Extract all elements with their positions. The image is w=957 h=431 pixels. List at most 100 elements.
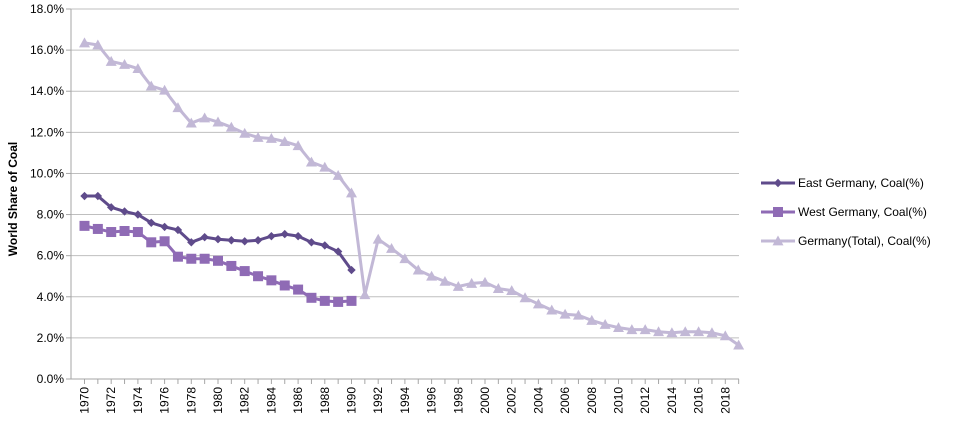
data-point: [319, 295, 330, 306]
x-tick-label: 1990: [345, 387, 359, 414]
data-point: [133, 210, 143, 219]
x-tick-label: 1988: [318, 387, 332, 414]
data-point: [92, 223, 103, 234]
data-point: [546, 304, 558, 315]
series-1: [79, 220, 357, 307]
data-point: [132, 63, 144, 74]
data-point: [147, 218, 156, 227]
y-tick-label: 14.0%: [30, 84, 64, 98]
data-point: [172, 102, 184, 113]
data-point: [160, 222, 169, 232]
x-tick-label: 1984: [264, 387, 278, 414]
legend-label: East Germany, Coal(%): [798, 176, 924, 190]
y-tick-label: 18.0%: [30, 2, 64, 16]
data-point: [320, 241, 329, 250]
x-tick-label: 1970: [78, 387, 92, 414]
data-point: [666, 327, 678, 338]
data-point: [626, 324, 638, 335]
data-point: [346, 295, 357, 306]
data-point: [532, 298, 544, 309]
data-point: [372, 233, 384, 244]
x-tick-label: 2004: [531, 387, 545, 414]
data-point: [253, 271, 264, 282]
axes: 0.0% 2.0% 4.0% 6.0% 8.0% 10.0% 12.0% 14.0% 16.0%…: [30, 2, 740, 414]
x-tick-label: 1998: [451, 387, 465, 414]
data-point: [307, 238, 316, 247]
data-point: [213, 235, 223, 244]
x-tick-label: 1996: [425, 387, 439, 414]
y-tick-label: 16.0%: [30, 43, 64, 57]
x-tick-label: 2006: [558, 387, 572, 414]
data-point: [479, 276, 491, 287]
x-tick-label: 2014: [665, 387, 679, 414]
data-point: [252, 131, 264, 142]
legend-marker: [773, 178, 783, 188]
x-tick-label: 2002: [505, 387, 519, 414]
data-point: [279, 280, 290, 291]
data-point: [253, 236, 263, 245]
data-point: [239, 127, 251, 138]
data-point: [466, 277, 478, 288]
y-tick-label: 2.0%: [37, 331, 65, 345]
data-point: [292, 140, 304, 151]
legend-label: Germany(Total), Coal(%): [798, 234, 931, 248]
x-tick-label: 2018: [718, 387, 732, 414]
data-point: [399, 253, 411, 264]
x-tick-label: 2000: [478, 387, 492, 414]
data-point: [119, 226, 130, 236]
data-point: [439, 275, 451, 286]
data-point: [305, 156, 317, 167]
data-point: [333, 247, 343, 256]
data-point: [613, 322, 624, 333]
data-point: [227, 236, 236, 245]
data-point: [225, 121, 237, 132]
data-point: [172, 251, 183, 262]
data-point: [653, 326, 665, 337]
data-point: [159, 84, 171, 95]
data-point: [519, 292, 531, 303]
data-point: [146, 237, 157, 248]
data-point: [79, 220, 90, 231]
legend-item-1: West Germany, Coal(%): [761, 205, 927, 219]
data-point: [412, 264, 424, 275]
data-point: [199, 253, 210, 264]
data-point: [185, 117, 197, 128]
data-point: [120, 207, 129, 216]
data-point: [239, 266, 250, 277]
y-tick-label: 10.0%: [30, 166, 64, 180]
legend-item-2: Germany(Total), Coal(%): [761, 234, 931, 248]
data-point: [280, 229, 289, 239]
y-tick-label: 0.0%: [37, 372, 65, 386]
data-point: [333, 296, 344, 307]
gridlines: [71, 8, 739, 380]
data-point: [212, 116, 224, 127]
data-point: [187, 238, 196, 247]
series-2: [79, 37, 745, 350]
y-tick-label: 8.0%: [37, 208, 65, 222]
data-point: [266, 275, 277, 286]
data-point: [492, 283, 504, 293]
x-tick-label: 2010: [612, 387, 626, 414]
x-tick-label: 2016: [692, 387, 706, 414]
data-point: [306, 292, 317, 303]
data-point: [267, 231, 276, 241]
data-point: [293, 284, 304, 295]
y-axis-title: World Share of Coal: [6, 142, 20, 256]
x-tick-label: 2012: [638, 387, 652, 414]
data-point: [79, 37, 90, 48]
data-point: [145, 80, 157, 91]
x-tick-label: 1992: [371, 387, 385, 414]
data-point: [599, 319, 611, 329]
data-point: [452, 281, 464, 291]
data-point: [119, 59, 131, 69]
data-point: [92, 39, 104, 50]
data-point: [679, 326, 691, 337]
series-lines: [79, 37, 745, 350]
data-point: [586, 314, 598, 325]
data-point: [279, 136, 291, 146]
data-point: [240, 237, 249, 246]
x-tick-label: 1972: [104, 387, 118, 414]
